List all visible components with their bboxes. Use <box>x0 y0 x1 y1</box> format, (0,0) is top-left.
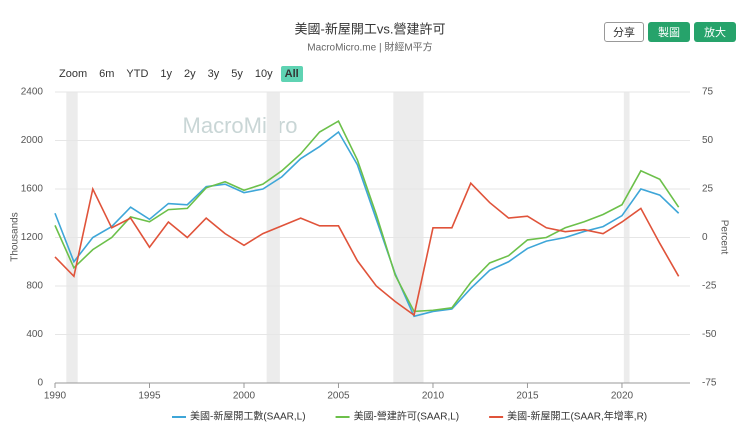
y-tick-label: 400 <box>26 329 43 340</box>
range-button[interactable]: 6m <box>99 68 115 80</box>
x-tick-label: 2020 <box>611 391 634 402</box>
y2-tick-label: -50 <box>702 329 717 340</box>
y2-tick-label: -25 <box>702 281 717 292</box>
legend-label: 美國-新屋開工(SAAR,年增率,R) <box>507 410 647 423</box>
range-button[interactable]: All <box>280 66 303 82</box>
range-selector: Zoom 6m YTD 1y 2y 3y 5y 10y All <box>55 66 303 82</box>
x-tick-label: 2000 <box>233 391 256 402</box>
legend-label: 美國-新屋開工數(SAAR,L) <box>190 410 306 423</box>
y2-tick-label: 50 <box>702 135 714 146</box>
y-tick-label: 800 <box>26 281 43 292</box>
series-line <box>54 119 680 313</box>
range-button[interactable]: 3y <box>207 68 220 80</box>
y2-axis-title: Percent <box>718 220 729 255</box>
x-tick-label: 2015 <box>516 391 539 402</box>
share-button[interactable]: 分享 <box>604 22 644 42</box>
zoom-label: Zoom <box>59 68 88 80</box>
range-button[interactable]: YTD <box>126 68 149 80</box>
y2-tick-label: -75 <box>702 378 717 389</box>
x-tick-label: 2005 <box>327 391 350 402</box>
x-tick-label: 1995 <box>138 391 161 402</box>
y-tick-label: 1600 <box>21 184 44 195</box>
range-button[interactable]: 1y <box>160 68 173 80</box>
y-tick-label: 1200 <box>21 232 44 243</box>
y-tick-label: 2400 <box>21 87 44 98</box>
y2-tick-label: 75 <box>702 87 714 98</box>
chart-title: 美國-新屋開工vs.營建許可 <box>295 21 446 36</box>
y-tick-label: 0 <box>37 378 43 389</box>
watermark: MacroMicro <box>183 113 298 138</box>
series-line <box>54 181 680 317</box>
range-button[interactable]: 5y <box>231 68 243 80</box>
expand-button[interactable]: 放大 <box>694 22 736 42</box>
range-button[interactable]: 2y <box>184 68 196 80</box>
y2-tick-label: 0 <box>702 232 708 243</box>
legend-label: 美國-營建許可(SAAR,L) <box>354 410 460 423</box>
range-button[interactable]: 10y <box>254 68 273 80</box>
x-tick-label: 2010 <box>422 391 445 402</box>
y-tick-label: 2000 <box>21 135 44 146</box>
y-axis-title: Thousands <box>10 212 21 261</box>
y2-tick-label: 25 <box>702 184 714 195</box>
draw-button[interactable]: 製圖 <box>648 22 690 42</box>
series-line <box>54 130 680 318</box>
chart-subtitle: MacroMicro.me | 財經M平方 <box>307 41 432 54</box>
x-tick-label: 1990 <box>44 391 67 402</box>
